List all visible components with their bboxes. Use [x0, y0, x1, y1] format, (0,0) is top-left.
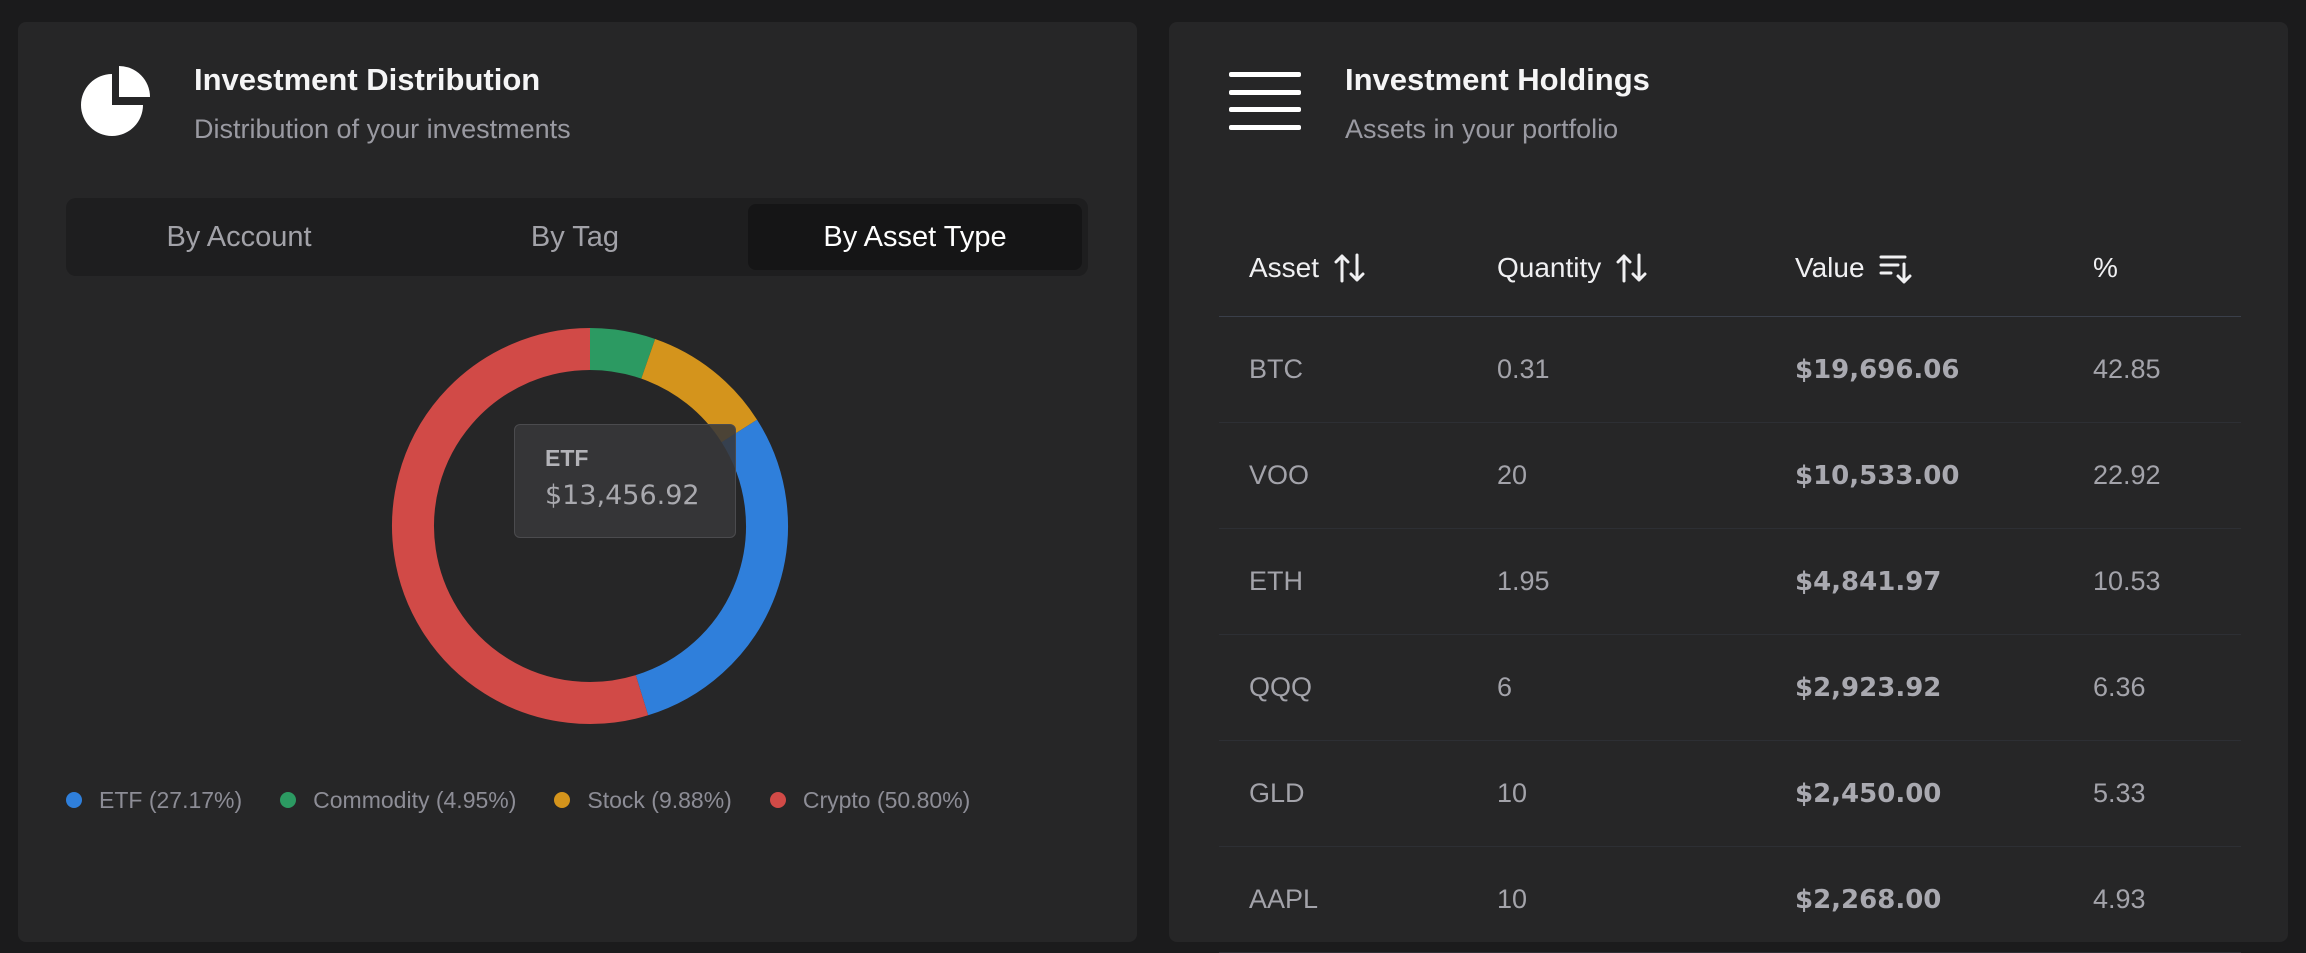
legend-label: Crypto (50.80%) — [802, 786, 971, 813]
cell-asset: VOO — [1249, 460, 1310, 490]
cell-percent: 4.93 — [2093, 884, 2146, 914]
cell-quantity: 10 — [1497, 778, 1528, 808]
legend-item-stock[interactable]: Stock (9.88%) — [554, 786, 732, 814]
holdings-card: Investment Holdings Assets in your portf… — [1169, 22, 2288, 953]
donut-chart-svg — [392, 328, 788, 724]
column-header-label: Quantity — [1497, 252, 1602, 283]
donut-chart — [386, 322, 794, 730]
legend-label: Commodity (4.95%) — [313, 786, 517, 813]
cell-asset: GLD — [1249, 778, 1305, 808]
cell-percent: 10.53 — [2093, 566, 2161, 596]
holdings-title: Investment Holdings — [1345, 62, 1650, 97]
cell-quantity: 0.31 — [1497, 354, 1550, 384]
sort-arrows-icon[interactable] — [1615, 251, 1649, 285]
donut-slice-crypto[interactable] — [392, 328, 649, 724]
table-header: Asset Quantity Value — [1219, 220, 2241, 317]
cell-value: $19,696.06 — [1795, 354, 1960, 385]
cell-percent: 5.33 — [2093, 778, 2146, 808]
column-header-label: % — [2093, 252, 2118, 283]
cell-value: $2,923.92 — [1795, 672, 1942, 703]
table-row[interactable]: ETH 1.95 $4,841.97 10.53 — [1219, 529, 2241, 635]
tooltip-value: $13,456.92 — [545, 480, 700, 511]
legend-item-commodity[interactable]: Commodity (4.95%) — [280, 787, 516, 814]
legend-label: Stock (9.88%) — [587, 786, 732, 813]
distribution-card: Investment Distribution Distribution of … — [18, 22, 1137, 942]
menu-lines-icon — [1229, 72, 1301, 130]
cell-asset: QQQ — [1249, 672, 1313, 702]
column-header-quantity[interactable]: Quantity — [1497, 220, 1649, 316]
legend-item-etf[interactable]: ETF (27.17%) — [66, 787, 242, 814]
tooltip-label: ETF — [545, 445, 589, 471]
cell-value: $4,841.97 — [1795, 566, 1942, 597]
sort-arrows-icon[interactable] — [1333, 251, 1367, 285]
cell-asset: ETH — [1249, 566, 1303, 596]
table-row[interactable]: AAPL 10 $2,268.00 4.93 — [1219, 847, 2241, 953]
cell-percent: 42.85 — [2093, 354, 2161, 384]
sort-descending-icon[interactable] — [1879, 251, 1913, 285]
cell-quantity: 20 — [1497, 460, 1528, 490]
legend-label: ETF (27.17%) — [99, 786, 243, 813]
column-header-label: Value — [1795, 252, 1865, 283]
tab-by-asset-type[interactable]: By Asset Type — [748, 204, 1082, 270]
table-row[interactable]: GLD 10 $2,450.00 5.33 — [1219, 741, 2241, 847]
holdings-subtitle: Assets in your portfolio — [1345, 114, 1619, 144]
column-header-label: Asset — [1249, 252, 1320, 283]
legend-dot — [554, 792, 571, 808]
cell-value: $2,268.00 — [1795, 884, 1942, 915]
distribution-subtitle: Distribution of your investments — [194, 114, 571, 144]
legend-dot — [66, 792, 82, 808]
donut-slice-commodity[interactable] — [589, 328, 656, 379]
table-row[interactable]: BTC 0.31 $19,696.06 42.85 — [1219, 317, 2241, 423]
cell-value: $10,533.00 — [1795, 460, 1960, 491]
tab-by-tag[interactable]: By Tag — [530, 220, 620, 253]
column-header-value[interactable]: Value — [1795, 220, 1913, 316]
table-row[interactable]: QQQ 6 $2,923.92 6.36 — [1219, 635, 2241, 741]
holdings-table: Asset Quantity Value — [1219, 220, 2241, 953]
table-row[interactable]: VOO 20 $10,533.00 22.92 — [1219, 423, 2241, 529]
chart-legend: ETF (27.17%) Commodity (4.95%) Stock (9.… — [66, 782, 1008, 818]
cell-percent: 22.92 — [2093, 460, 2161, 490]
cell-quantity: 1.95 — [1497, 566, 1550, 596]
cell-quantity: 10 — [1497, 884, 1528, 914]
column-header-percent[interactable]: % — [2093, 220, 2118, 316]
chart-tooltip: ETF $13,456.92 — [514, 424, 736, 538]
tab-by-account[interactable]: By Account — [166, 220, 312, 253]
donut-slice-etf[interactable] — [635, 419, 788, 716]
cell-percent: 6.36 — [2093, 672, 2146, 702]
donut-slice-stock[interactable] — [640, 339, 758, 443]
legend-dot — [769, 792, 786, 808]
column-header-asset[interactable]: Asset — [1249, 220, 1367, 316]
cell-value: $2,450.00 — [1795, 778, 1942, 809]
distribution-tabs: By Account By Tag By Asset Type — [66, 198, 1088, 276]
cell-asset: AAPL — [1249, 884, 1319, 914]
legend-dot — [280, 792, 297, 808]
cell-asset: BTC — [1249, 354, 1303, 384]
pie-chart-icon — [81, 66, 150, 136]
distribution-title: Investment Distribution — [194, 62, 541, 97]
legend-item-crypto[interactable]: Crypto (50.80%) — [769, 786, 971, 814]
cell-quantity: 6 — [1497, 672, 1513, 702]
